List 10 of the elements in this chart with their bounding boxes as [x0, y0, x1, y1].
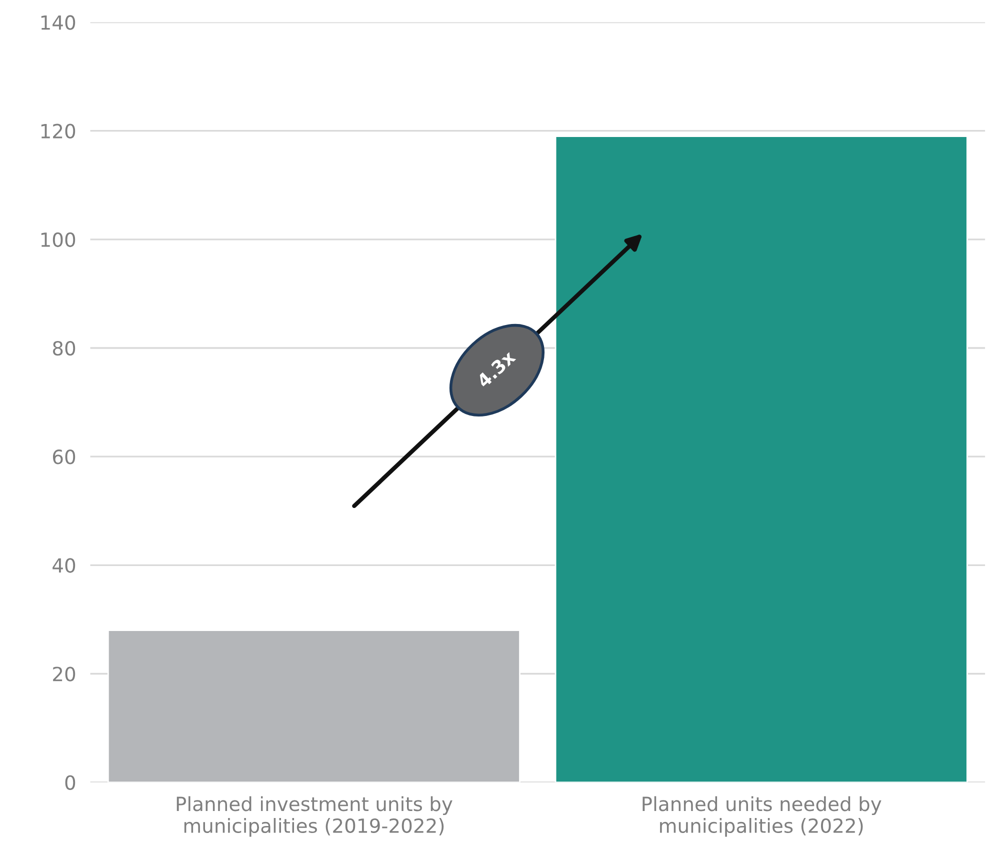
- y-tick-label: 60: [53, 450, 76, 464]
- y-tick-label: 140: [41, 15, 76, 30]
- y-tick-label: 100: [41, 232, 76, 248]
- x-tick-label: Planned units needed by municipalities (2022): [642, 796, 882, 837]
- y-tick-label: 80: [52, 340, 76, 356]
- y-tick-label: 40: [52, 558, 76, 573]
- x-tick-label: Planned investment units by municipalities (2019-2022): [176, 796, 452, 837]
- y-tick-label: 20: [53, 666, 76, 682]
- y-tick-label: 0: [65, 775, 76, 790]
- y-tick-label: 120: [41, 124, 76, 138]
